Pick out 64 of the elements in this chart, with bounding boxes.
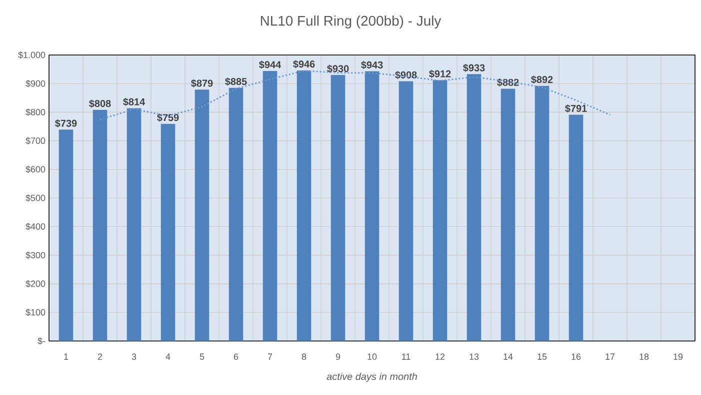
y-tick-label: $300 <box>26 252 46 259</box>
data-label: $944 <box>259 60 282 69</box>
x-tick-label: 19 <box>674 354 683 360</box>
bar <box>466 74 482 341</box>
x-tick-label: 2 <box>98 354 102 360</box>
x-tick-label: 3 <box>132 354 136 360</box>
x-tick-label: 8 <box>302 354 306 360</box>
bar <box>194 90 210 341</box>
data-label: $908 <box>395 70 417 80</box>
data-label: $791 <box>565 104 587 113</box>
y-tick-label: $200 <box>26 280 46 288</box>
y-tick-label: $100 <box>26 308 46 316</box>
data-label: $759 <box>157 114 179 122</box>
y-tick-label: $500 <box>26 194 46 202</box>
bar <box>262 71 278 341</box>
bar <box>126 108 142 341</box>
x-tick-label: 4 <box>166 354 170 360</box>
x-tick-label: 1 <box>64 354 68 360</box>
y-tick-label: $400 <box>26 222 46 230</box>
data-label: $943 <box>361 60 383 70</box>
chart-title: NL10 Full Ring (200bb) - July <box>260 15 442 28</box>
x-tick-label: 7 <box>268 354 272 360</box>
x-tick-label: 11 <box>402 354 410 360</box>
x-tick-label: 15 <box>538 354 547 360</box>
data-label: $814 <box>123 98 146 106</box>
bar <box>432 80 448 341</box>
x-tick-label: 13 <box>470 354 479 360</box>
bar <box>296 70 312 341</box>
y-tick-label: $600 <box>26 166 46 174</box>
data-label: $879 <box>191 79 213 88</box>
x-tick-label: 12 <box>436 354 445 360</box>
y-tick-label: $800 <box>26 108 46 116</box>
data-label: $946 <box>293 60 315 68</box>
x-axis-title: active days in month <box>326 372 417 382</box>
bar <box>92 110 108 341</box>
bar <box>228 88 244 341</box>
data-label: $912 <box>429 70 451 78</box>
data-label: $739 <box>55 119 77 128</box>
x-tick-label: 9 <box>336 354 340 360</box>
x-tick-label: 17 <box>606 354 615 360</box>
bar <box>58 130 74 341</box>
bar <box>330 75 346 341</box>
bar <box>568 114 584 341</box>
bar <box>364 71 380 341</box>
data-label: $930 <box>327 64 349 73</box>
x-tick-label: 14 <box>504 354 513 360</box>
x-tick-label: 16 <box>572 354 581 360</box>
x-tick-label: 6 <box>234 354 238 360</box>
data-label: $933 <box>463 64 485 72</box>
y-tick-label: $- <box>38 337 46 345</box>
bar <box>500 88 516 341</box>
bar <box>398 81 414 341</box>
x-tick-label: 18 <box>640 354 649 360</box>
bar <box>534 86 550 341</box>
y-tick-label: $900 <box>26 80 46 88</box>
bar <box>160 124 176 341</box>
data-label: $892 <box>531 76 553 84</box>
data-label: $885 <box>225 78 247 86</box>
y-tick-label: $700 <box>26 137 46 144</box>
x-tick-label: 10 <box>368 354 377 360</box>
data-label: $882 <box>497 78 519 87</box>
y-tick-label: $1.000 <box>18 51 46 59</box>
x-tick-label: 5 <box>200 354 204 360</box>
data-label: $808 <box>89 100 111 108</box>
